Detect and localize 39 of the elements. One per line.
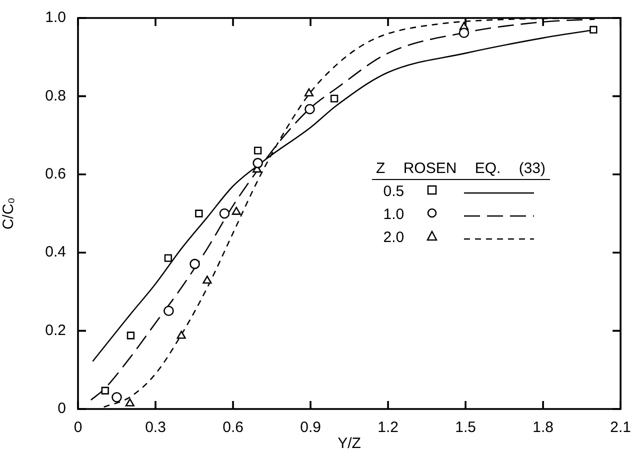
y-tick-label: 0.6 [45, 166, 66, 183]
legend-label: 1.0 [382, 205, 406, 225]
legend-title: Z ROSEN EQ. (33) [372, 158, 550, 180]
legend-label: 0.5 [382, 182, 406, 202]
point [252, 158, 263, 168]
point [164, 254, 172, 262]
point [101, 386, 109, 394]
x-tick-label: 0.9 [300, 419, 321, 436]
x-tick-label: 1.8 [532, 419, 554, 436]
point [195, 210, 203, 218]
point [304, 104, 315, 114]
point [126, 332, 135, 340]
y-axis-title: C/C₀ [0, 197, 18, 230]
x-tick-label: 1.5 [455, 419, 476, 436]
point [164, 306, 174, 316]
point [254, 146, 262, 154]
point [190, 258, 200, 270]
x-tick-label: 0.6 [222, 419, 244, 436]
point [125, 398, 134, 406]
x-tick-label: 1.2 [378, 419, 398, 436]
point [590, 26, 598, 34]
x-tick-label: 0.3 [145, 419, 166, 436]
point [458, 28, 470, 38]
point [219, 208, 230, 219]
legend-label: 2.0 [382, 228, 406, 248]
point [330, 94, 338, 102]
y-tick-label: 0.8 [45, 87, 66, 104]
point [232, 206, 241, 215]
y-tick-label: 0.2 [45, 322, 66, 339]
point [112, 392, 122, 402]
point [202, 276, 212, 284]
point [304, 88, 314, 96]
point [176, 330, 186, 339]
y-tick-label: 1.0 [45, 9, 66, 26]
y-tick-label: 0.4 [45, 244, 66, 261]
x-tick-label: 2.1 [610, 419, 632, 436]
x-tick-label: 0 [74, 419, 82, 436]
x-axis-title: Y/Z [338, 435, 361, 452]
y-tick-label: 0 [58, 400, 66, 418]
